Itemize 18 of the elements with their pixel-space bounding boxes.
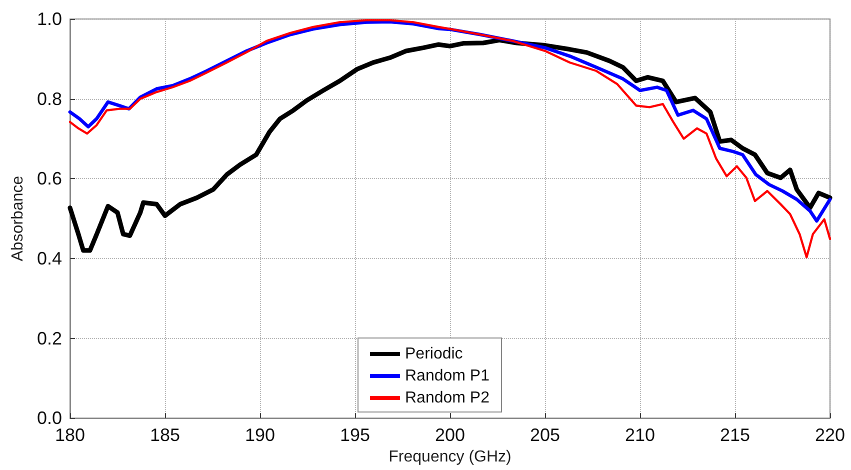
legend-label: Random P2	[405, 390, 490, 406]
legend-label: Periodic	[405, 346, 463, 362]
y-tick-label: 0.4	[36, 248, 62, 268]
x-tick-label: 210	[624, 425, 656, 446]
x-tick-label: 195	[340, 425, 370, 446]
y-axis-title: Absorbance	[10, 176, 27, 262]
legend-label: Random P1	[405, 368, 490, 384]
y-tick-label: 0.6	[36, 168, 62, 189]
x-tick-label: 190	[244, 425, 276, 446]
x-axis-title: Frequency (GHz)	[388, 448, 512, 466]
y-tick-label: 1.0	[36, 9, 62, 29]
y-tick-label: 0.2	[36, 328, 62, 348]
y-tick-label: 0.8	[36, 88, 62, 109]
x-tick-label: 215	[720, 425, 750, 446]
x-tick-label: 220	[814, 425, 846, 446]
x-tick-label: 185	[150, 425, 180, 446]
x-tick-label: 200	[434, 425, 466, 446]
x-tick-label: 205	[530, 425, 560, 446]
